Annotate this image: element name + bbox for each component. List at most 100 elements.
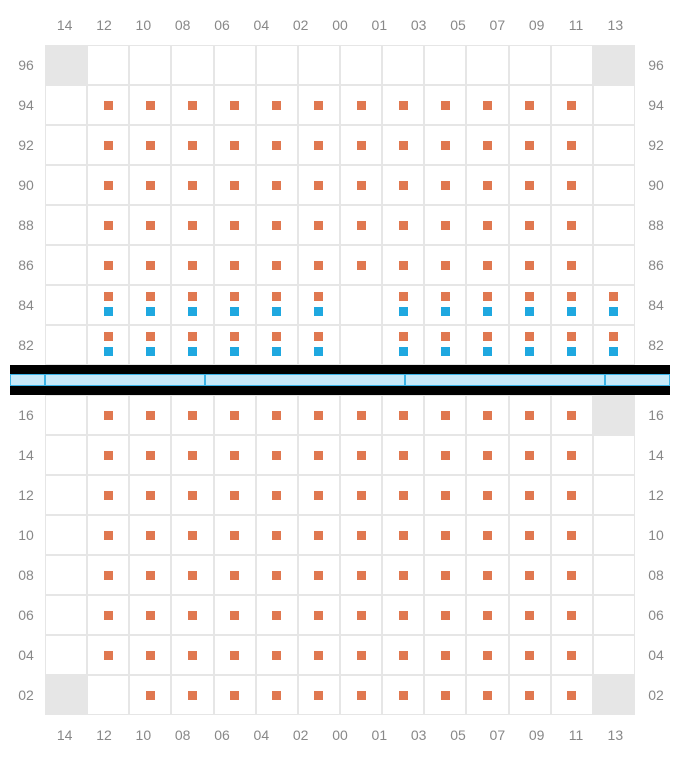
seat-cell[interactable] xyxy=(129,325,171,365)
seat-cell[interactable] xyxy=(129,45,171,85)
seat-cell[interactable] xyxy=(593,435,635,475)
seat-cell[interactable] xyxy=(509,45,551,85)
seat-cell[interactable] xyxy=(593,85,635,125)
row-label: 04 xyxy=(10,635,42,675)
seat-cell[interactable] xyxy=(424,45,466,85)
orange-marker xyxy=(104,411,113,420)
seat-cell[interactable] xyxy=(45,395,87,435)
seat-cell[interactable] xyxy=(171,45,213,85)
orange-marker xyxy=(441,292,450,301)
row-label: 12 xyxy=(10,475,42,515)
seat-cell[interactable] xyxy=(424,285,466,325)
orange-marker xyxy=(188,292,197,301)
seat-cell[interactable] xyxy=(509,285,551,325)
seat-cell[interactable] xyxy=(45,205,87,245)
col-label: 00 xyxy=(320,15,360,35)
blue-marker xyxy=(188,347,197,356)
seat-cell[interactable] xyxy=(593,285,635,325)
seat-cell[interactable] xyxy=(45,285,87,325)
orange-marker xyxy=(357,611,366,620)
row-label: 88 xyxy=(10,205,42,245)
col-label: 11 xyxy=(556,725,596,745)
seat-cell[interactable] xyxy=(593,165,635,205)
seat-cell[interactable] xyxy=(298,325,340,365)
divider-bar xyxy=(10,365,670,374)
seat-cell[interactable] xyxy=(551,285,593,325)
seat-cell[interactable] xyxy=(87,675,129,715)
seat-cell[interactable] xyxy=(87,325,129,365)
seat-cell[interactable] xyxy=(45,245,87,285)
orange-marker xyxy=(188,691,197,700)
orange-marker xyxy=(525,332,534,341)
seat-cell[interactable] xyxy=(171,285,213,325)
seat-cell[interactable] xyxy=(509,325,551,365)
orange-marker xyxy=(483,611,492,620)
col-label: 06 xyxy=(202,15,242,35)
seat-cell[interactable] xyxy=(45,125,87,165)
seat-cell[interactable] xyxy=(466,45,508,85)
seat-cell[interactable] xyxy=(298,45,340,85)
seat-cell[interactable] xyxy=(340,45,382,85)
seat-cell[interactable] xyxy=(45,325,87,365)
seat-cell[interactable] xyxy=(87,285,129,325)
seat-cell[interactable] xyxy=(256,325,298,365)
orange-marker xyxy=(104,332,113,341)
seat-cell[interactable] xyxy=(382,285,424,325)
seat-cell[interactable] xyxy=(466,285,508,325)
seat-cell[interactable] xyxy=(256,45,298,85)
seat-cell[interactable] xyxy=(593,245,635,285)
section-bar xyxy=(405,374,605,386)
orange-marker xyxy=(314,531,323,540)
seat-cell[interactable] xyxy=(551,325,593,365)
seat-cell[interactable] xyxy=(171,325,213,365)
seat-cell[interactable] xyxy=(45,635,87,675)
seat-cell[interactable] xyxy=(593,125,635,165)
seat-cell[interactable] xyxy=(593,515,635,555)
seat-cell[interactable] xyxy=(466,325,508,365)
seat-cell[interactable] xyxy=(214,325,256,365)
orange-marker xyxy=(567,571,576,580)
orange-marker xyxy=(188,221,197,230)
seat-cell[interactable] xyxy=(45,515,87,555)
row-label: 02 xyxy=(10,675,42,715)
orange-marker xyxy=(314,181,323,190)
orange-marker xyxy=(357,651,366,660)
orange-marker xyxy=(399,141,408,150)
seat-cell[interactable] xyxy=(382,325,424,365)
seat-cell[interactable] xyxy=(214,285,256,325)
seat-cell[interactable] xyxy=(87,45,129,85)
orange-marker xyxy=(272,141,281,150)
orange-marker xyxy=(188,651,197,660)
orange-marker xyxy=(441,261,450,270)
seat-cell[interactable] xyxy=(593,205,635,245)
seat-cell[interactable] xyxy=(45,435,87,475)
row-label: 96 xyxy=(10,45,42,85)
seat-cell[interactable] xyxy=(340,285,382,325)
seat-cell[interactable] xyxy=(214,45,256,85)
seat-cell[interactable] xyxy=(424,325,466,365)
seat-cell[interactable] xyxy=(45,85,87,125)
orange-marker xyxy=(230,261,239,270)
row-label: 90 xyxy=(10,165,42,205)
seat-cell[interactable] xyxy=(129,285,171,325)
row-label: 84 xyxy=(640,285,672,325)
seat-cell[interactable] xyxy=(45,595,87,635)
seat-cell[interactable] xyxy=(593,555,635,595)
seat-cell[interactable] xyxy=(340,325,382,365)
orange-marker xyxy=(230,491,239,500)
orange-marker xyxy=(483,651,492,660)
seat-cell[interactable] xyxy=(382,45,424,85)
seat-cell[interactable] xyxy=(256,285,298,325)
seat-cell[interactable] xyxy=(298,285,340,325)
seat-cell[interactable] xyxy=(45,475,87,515)
orange-marker xyxy=(230,611,239,620)
seat-cell[interactable] xyxy=(593,595,635,635)
seat-cell[interactable] xyxy=(45,555,87,595)
seat-cell[interactable] xyxy=(593,475,635,515)
seat-cell[interactable] xyxy=(593,635,635,675)
seat-cell[interactable] xyxy=(45,165,87,205)
orange-marker xyxy=(525,531,534,540)
seat-cell[interactable] xyxy=(593,325,635,365)
seat-cell[interactable] xyxy=(551,45,593,85)
row-label: 08 xyxy=(640,555,672,595)
